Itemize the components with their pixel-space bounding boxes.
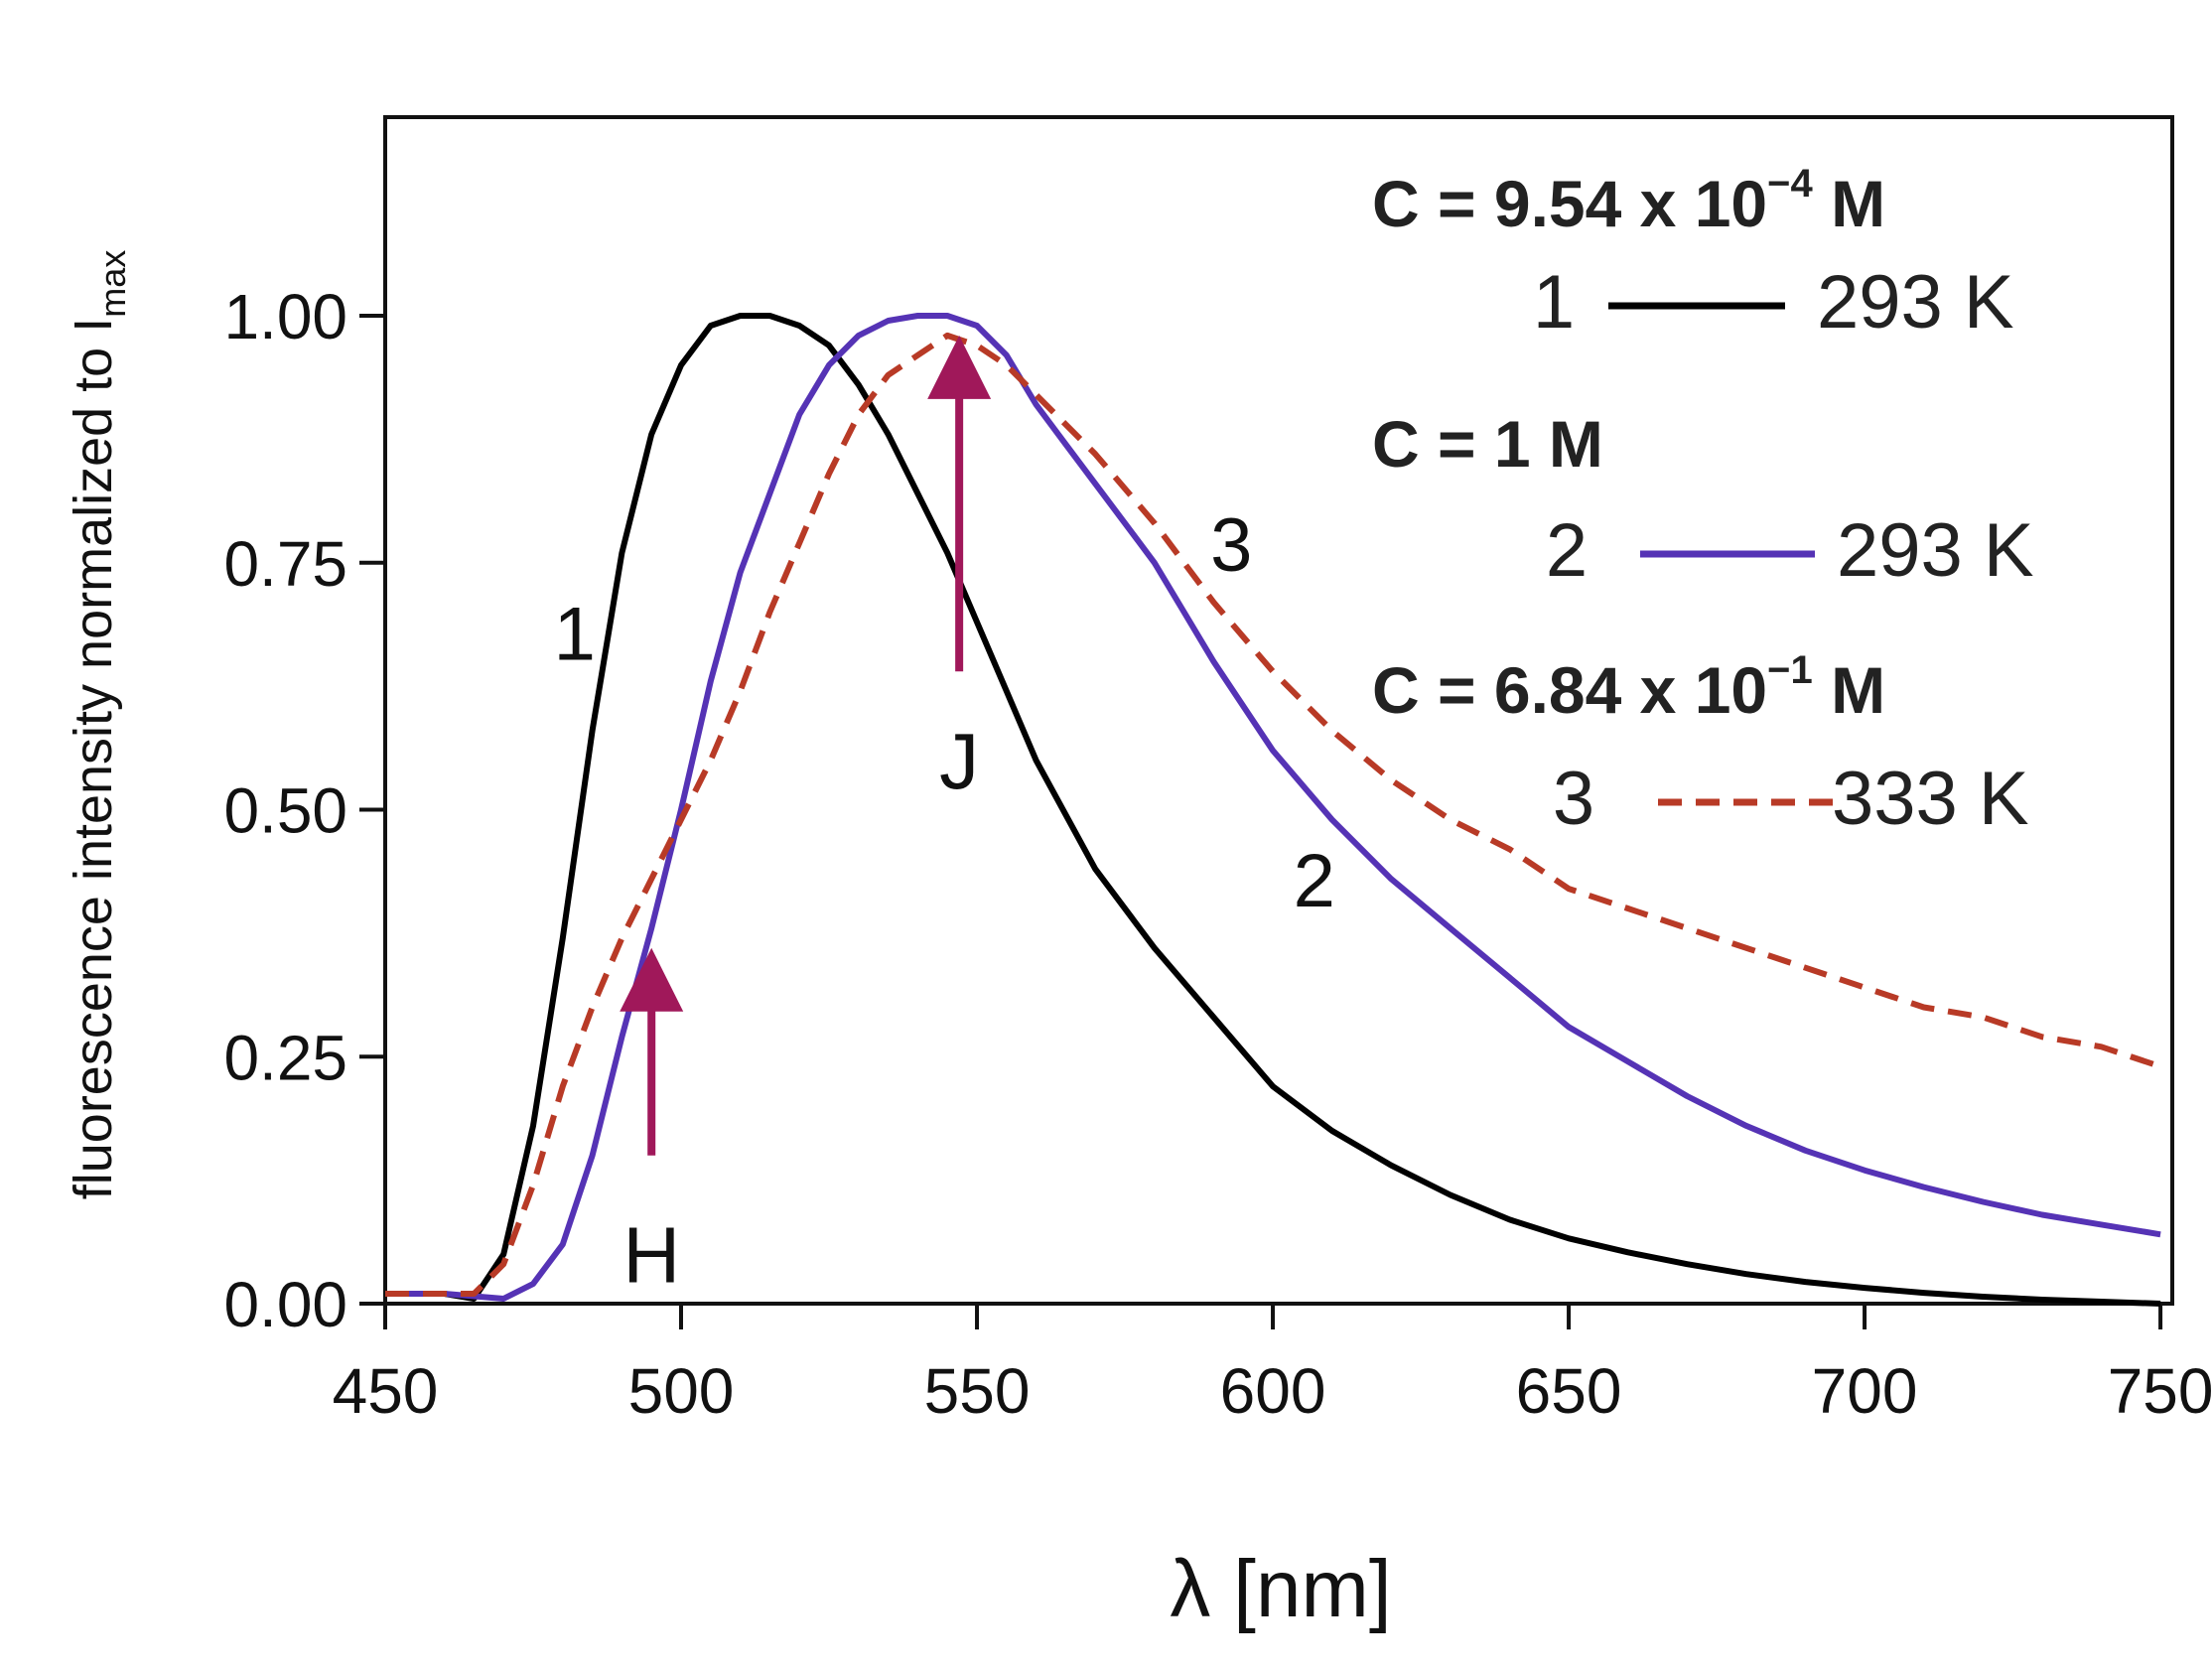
legend-number-3: 3 (1553, 757, 1594, 841)
svg-text:fluorescence intensity normali: fluorescence intensity normalized to Ima… (64, 250, 133, 1199)
series-2-line (385, 313, 2161, 1302)
x-tick-label-700: 700 (1812, 1355, 1918, 1427)
plot-frame (383, 115, 2174, 1306)
x-tick-label-500: 500 (628, 1355, 735, 1427)
band-label-J: J (939, 717, 979, 805)
y-tick-label-0.25: 0.25 (223, 1022, 347, 1093)
curve-label-2: 2 (1294, 839, 1335, 923)
series-1-line (385, 313, 2161, 1307)
y-axis-title-main: fluorescence intensity normalized to I (64, 318, 123, 1199)
band-label-H: H (622, 1210, 680, 1299)
y-axis-title: fluorescence intensity normalized to Ima… (64, 250, 133, 1199)
curves (385, 313, 2162, 1307)
arrow-J-head (927, 335, 992, 399)
legend: C = 9.54 x 10−4 M 1 293 K C = 1 M 2 293 K C = … (1372, 162, 2034, 841)
x-tick-label-450: 450 (333, 1355, 439, 1427)
y-tick-label-0.75: 0.75 (223, 528, 347, 600)
legend-number-2: 2 (1546, 508, 1588, 593)
y-axis-title-subscript: max (92, 250, 133, 318)
y-tick-label-0.5: 0.50 (223, 775, 347, 847)
legend-concentration-1: C = 9.54 x 10−4 M (1372, 162, 1885, 240)
legend-temperature-1: 293 K (1817, 260, 2014, 345)
legend-concentration-3: C = 6.84 x 10−1 M (1372, 648, 1885, 727)
arrow-H-head (620, 947, 684, 1012)
curve-labels: 1 2 3 (554, 503, 1335, 923)
x-tick-label-750: 750 (2108, 1355, 2212, 1427)
x-axis-title: λ [nm] (1170, 1544, 1391, 1634)
axis-ticks (359, 314, 2163, 1329)
curve-label-3: 3 (1210, 503, 1252, 588)
band-arrows: HJ (620, 335, 992, 1299)
axis-tick-labels: 450 500 550 600 650 700 750 0.00 0.25 0.50 0.75 1.0… (223, 281, 2212, 1427)
x-tick-label-600: 600 (1220, 1355, 1326, 1427)
legend-temperature-3: 333 K (1832, 757, 2029, 841)
x-tick-label-550: 550 (924, 1355, 1031, 1427)
y-tick-label-0: 0.00 (223, 1269, 347, 1340)
x-tick-label-650: 650 (1516, 1355, 1622, 1427)
curve-label-1: 1 (554, 592, 596, 676)
legend-temperature-2: 293 K (1837, 508, 2034, 593)
y-tick-label-1: 1.00 (223, 281, 347, 352)
legend-number-1: 1 (1533, 260, 1575, 345)
legend-concentration-2: C = 1 M (1372, 407, 1603, 481)
